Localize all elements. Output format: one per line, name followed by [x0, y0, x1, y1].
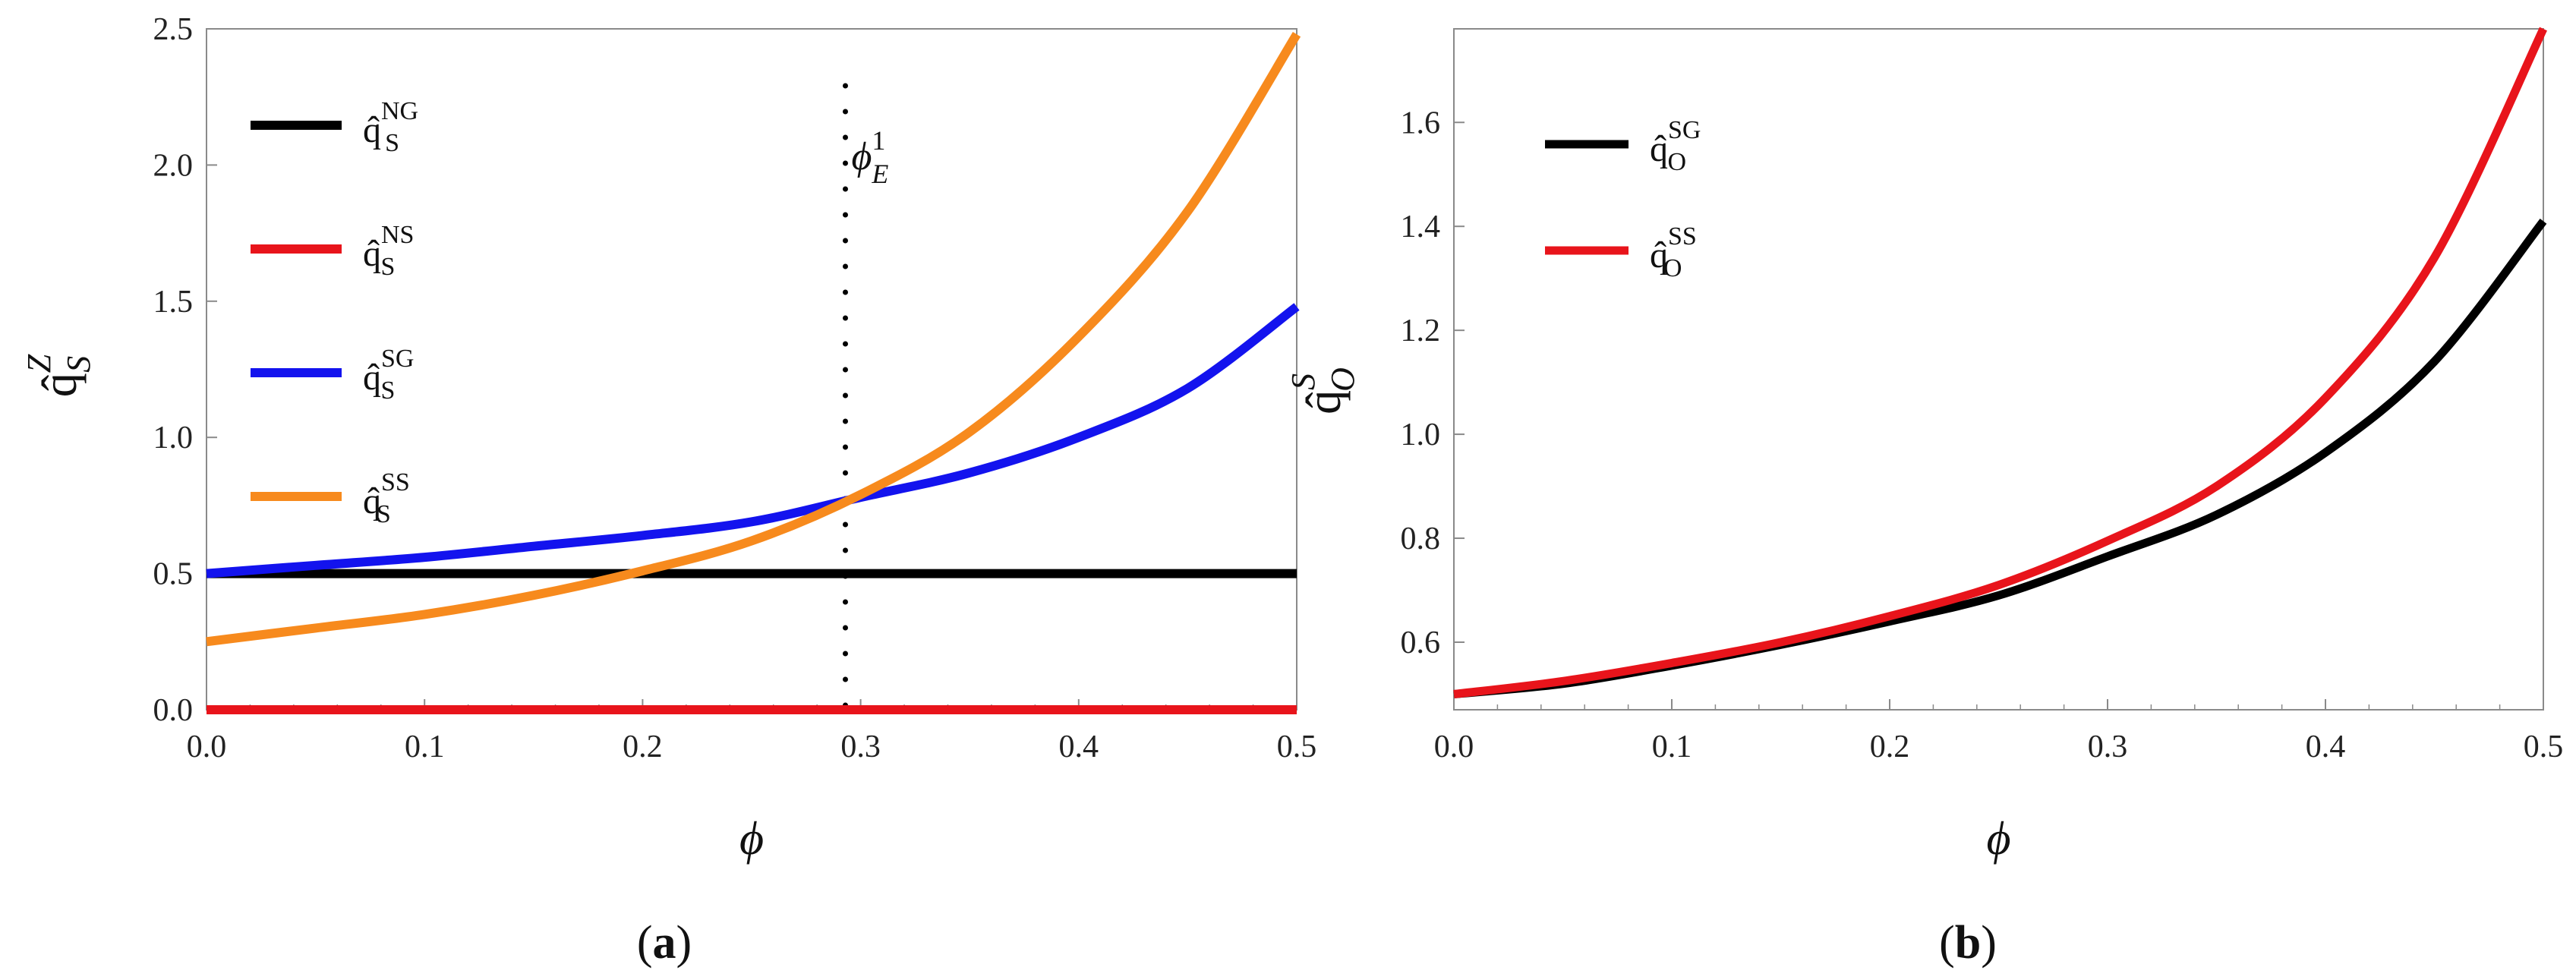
y-tick-label: 2.0	[153, 148, 194, 183]
y-axis-label-base: q̂	[1297, 390, 1351, 414]
x-axis-label: ϕ	[1986, 813, 2010, 865]
x-tick-label: 0.3	[840, 729, 881, 764]
legend-label-sub: S	[385, 129, 399, 157]
y-axis-label: q̂SO	[1285, 367, 1361, 414]
legend-label-sup: SS	[381, 468, 410, 496]
legend-label-base: q̂	[363, 481, 381, 522]
legend-label-base: q̂	[363, 358, 381, 398]
caption-paren: (	[1939, 917, 1955, 969]
legend-label-sup: NG	[381, 97, 418, 125]
y-tick-label: 1.4	[1401, 210, 1441, 244]
legend-label-sub: S	[380, 253, 395, 281]
legend-label-base: q̂	[363, 110, 381, 150]
series-line-b-ss	[1453, 27, 2547, 698]
legend-label-sup: SG	[1668, 116, 1701, 144]
legend-label-sub: O	[1667, 148, 1686, 176]
y-tick-label: 1.0	[1401, 418, 1441, 452]
legend-label-sg: q̂SG S	[363, 345, 414, 405]
y-axis-label-sub: S	[60, 356, 97, 373]
y-axis-label-sup: S	[1285, 373, 1322, 390]
legend-label-sup: SS	[1668, 222, 1697, 251]
annotation-label-base: ϕ	[851, 135, 872, 178]
y-tick-label: 0.8	[1401, 522, 1441, 556]
legend-label-base: q̂	[1650, 235, 1668, 276]
y-tick-label: 2.5	[153, 12, 194, 47]
y-axis-label-sub: O	[1324, 367, 1361, 392]
legend-label-ns: q̂NS S	[363, 221, 414, 281]
plot-frame-b	[1453, 28, 2544, 711]
legend-label-base: q̂	[1650, 129, 1668, 169]
annotation-label-sup: 1	[872, 125, 885, 156]
x-tick-label: 0.0	[187, 729, 227, 764]
x-tick-label: 0.0	[1434, 729, 1474, 764]
x-tick-label: 0.5	[2524, 729, 2564, 764]
panel-caption-b: (b)	[1939, 917, 1997, 969]
panel-a: 0.0 0.1 0.2 0.3 0.4 0.50.00.51.01.52.02.5ϕ1 Eq…	[20, 12, 1316, 969]
x-tick-label: 0.2	[1870, 729, 1910, 764]
legend-label-sub: S	[380, 377, 395, 405]
y-tick-label: 1.5	[153, 285, 194, 320]
y-axis-label: q̂ZS	[20, 354, 97, 397]
x-tick-label: 0.4	[2306, 729, 2346, 764]
caption-paren: )	[676, 917, 692, 969]
y-tick-label: 0.0	[153, 693, 194, 728]
annotation-label: ϕ1 E	[851, 125, 888, 189]
x-tick-label: 0.2	[623, 729, 663, 764]
series-line-a-sg	[206, 303, 1300, 578]
x-tick-label: 0.1	[1652, 729, 1692, 764]
legend-label-ng: q̂NG S	[363, 97, 418, 157]
y-tick-label: 1.6	[1401, 106, 1441, 140]
legend-label-sub: S	[377, 500, 391, 528]
y-axis-label-base: q̂	[33, 373, 87, 397]
y-tick-label: 0.6	[1401, 625, 1441, 660]
series-line-a-ss	[206, 32, 1301, 647]
panel-caption-a: (a)	[637, 917, 692, 969]
x-tick-label: 0.3	[2088, 729, 2128, 764]
y-tick-label: 1.0	[153, 421, 194, 455]
legend-label-sup: NS	[381, 221, 414, 249]
annotation-label-sub: E	[871, 159, 888, 189]
caption-paren: (	[637, 917, 653, 969]
caption-paren: )	[1981, 917, 1997, 969]
x-tick-label: 0.5	[1277, 729, 1317, 764]
caption-letter: a	[653, 917, 676, 969]
y-axis-label-sup: Z	[20, 354, 58, 373]
legend-label-base: q̂	[363, 234, 381, 274]
x-tick-label: 0.1	[405, 729, 445, 764]
caption-letter: b	[1955, 917, 1981, 969]
legend-label-sub: O	[1663, 254, 1682, 282]
legend-label-sg: q̂SG O	[1650, 116, 1701, 176]
x-tick-label: 0.4	[1059, 729, 1099, 764]
legend-label-ss: q̂SS S	[363, 468, 410, 528]
panel-b: 0.0 0.1 0.2 0.3 0.4 0.50.60.81.01.21.41.6q̂SG…	[1285, 27, 2564, 969]
x-axis-label: ϕ	[739, 813, 764, 865]
legend-label-sup: SG	[381, 345, 414, 373]
y-tick-label: 0.5	[153, 557, 194, 592]
legend-label-ss: q̂SS O	[1650, 222, 1697, 282]
y-tick-label: 1.2	[1401, 314, 1441, 348]
